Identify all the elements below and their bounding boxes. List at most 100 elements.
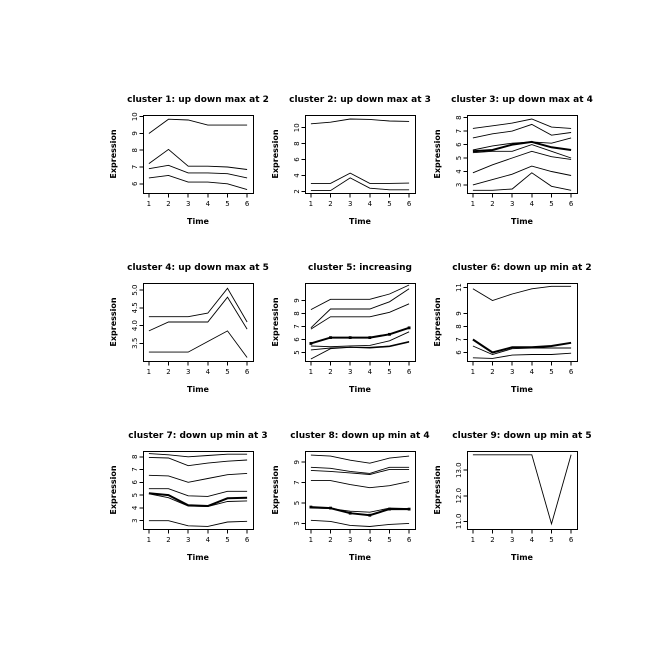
svg-text:1: 1	[471, 368, 475, 376]
svg-text:8: 8	[455, 115, 463, 119]
svg-text:3: 3	[510, 536, 514, 544]
cluster-6-xlabel: Time	[511, 385, 534, 394]
svg-text:9: 9	[293, 298, 301, 302]
svg-text:7: 7	[293, 480, 301, 484]
panel-cluster-5: cluster 5: increasing Time Expression 1 2…	[272, 253, 434, 421]
svg-text:5: 5	[549, 368, 553, 376]
svg-text:7: 7	[293, 324, 301, 328]
svg-text:3: 3	[186, 200, 190, 208]
svg-text:6: 6	[407, 368, 412, 376]
svg-text:7: 7	[455, 337, 463, 341]
cluster-8-ylabel: Expression	[272, 465, 280, 514]
svg-text:11: 11	[455, 283, 463, 292]
svg-text:5: 5	[293, 350, 301, 354]
svg-text:12.0: 12.0	[455, 488, 463, 504]
cluster-4-plot-area: 1 2 3 4 5 6 3.5 4.0 4.5 5.0	[131, 283, 254, 376]
cluster-2-plot-area: 1 2 3 4 5 6 2 4 6 8 10	[293, 115, 416, 208]
svg-text:5: 5	[549, 536, 553, 544]
svg-text:3: 3	[510, 200, 514, 208]
cluster-7-ylabel: Expression	[110, 465, 118, 514]
svg-text:11.0: 11.0	[455, 514, 463, 530]
svg-text:13.0: 13.0	[455, 462, 463, 478]
cluster-3-chart: cluster 3: up down max at 4 Time Express…	[434, 95, 593, 226]
panel-cluster-9: cluster 9: down up min at 5 Time Express…	[434, 421, 596, 589]
svg-text:6: 6	[245, 368, 250, 376]
svg-text:8: 8	[131, 148, 139, 152]
svg-text:5: 5	[225, 368, 229, 376]
svg-text:6: 6	[245, 536, 250, 544]
cluster-6-chart: cluster 6: down up min at 2 Time Express…	[434, 263, 592, 394]
svg-text:2: 2	[166, 536, 170, 544]
cluster-7-chart: cluster 7: down up min at 3 Time Express…	[110, 431, 268, 562]
cluster-8-plot-area: 1 2 3 4 5 6 3 5 7 9	[293, 451, 416, 544]
svg-text:5: 5	[293, 501, 301, 505]
svg-text:4.5: 4.5	[131, 302, 139, 313]
cluster-9-ylabel: Expression	[434, 465, 442, 514]
svg-text:6: 6	[569, 200, 574, 208]
svg-text:2: 2	[166, 368, 170, 376]
svg-text:2: 2	[293, 189, 301, 193]
svg-text:4: 4	[530, 200, 535, 208]
cluster-6-ylabel: Expression	[434, 297, 442, 346]
svg-text:9: 9	[131, 131, 139, 135]
svg-text:2: 2	[490, 200, 494, 208]
svg-text:3: 3	[293, 521, 301, 525]
cluster-1-chart: cluster 1: up down max at 2 Time Express…	[110, 95, 269, 226]
cluster-1-ylabel: Expression	[110, 129, 118, 178]
cluster-4-ylabel: Expression	[110, 297, 118, 346]
svg-text:4: 4	[206, 200, 211, 208]
svg-text:3: 3	[131, 518, 139, 522]
cluster-5-chart: cluster 5: increasing Time Expression 1 2…	[272, 263, 416, 394]
svg-text:8: 8	[293, 141, 301, 145]
cluster-5-title: cluster 5: increasing	[308, 263, 412, 273]
svg-text:4: 4	[293, 173, 301, 178]
svg-text:2: 2	[490, 368, 494, 376]
svg-text:3: 3	[186, 368, 190, 376]
panel-cluster-4: cluster 4: up down max at 5 Time Express…	[110, 253, 272, 421]
svg-text:2: 2	[166, 200, 170, 208]
cluster-4-xlabel: Time	[187, 385, 210, 394]
svg-text:5: 5	[387, 536, 391, 544]
svg-text:2: 2	[490, 536, 494, 544]
svg-text:5: 5	[455, 156, 463, 160]
svg-text:6: 6	[131, 480, 139, 485]
svg-text:1: 1	[471, 536, 475, 544]
svg-text:1: 1	[147, 200, 151, 208]
cluster-8-title: cluster 8: down up min at 4	[290, 431, 429, 441]
svg-text:1: 1	[471, 200, 475, 208]
svg-text:3: 3	[186, 536, 190, 544]
svg-text:5: 5	[387, 368, 391, 376]
svg-text:6: 6	[455, 350, 463, 355]
cluster-3-xlabel: Time	[511, 217, 534, 226]
svg-text:7: 7	[131, 165, 139, 169]
svg-text:4: 4	[368, 536, 373, 544]
cluster-8-xlabel: Time	[349, 553, 372, 562]
svg-text:6: 6	[245, 200, 250, 208]
cluster-2-chart: cluster 2: up down max at 3 Time Express…	[272, 95, 431, 226]
svg-text:2: 2	[328, 536, 332, 544]
svg-text:3: 3	[348, 200, 352, 208]
cluster-7-plot-area: 1 2 3 4 5 6 3 4 5 6 7 8	[131, 451, 254, 544]
cluster-8-chart: cluster 8: down up min at 4 Time Express…	[272, 431, 430, 562]
svg-text:1: 1	[147, 368, 151, 376]
cluster-9-xlabel: Time	[511, 553, 534, 562]
svg-text:6: 6	[569, 368, 574, 376]
cluster-6-title: cluster 6: down up min at 2	[452, 263, 591, 273]
svg-text:3: 3	[348, 368, 352, 376]
svg-text:4: 4	[368, 200, 373, 208]
cluster-3-plot-area: 1 2 3 4 5 6 3 4 5 6 7 8	[455, 115, 578, 208]
svg-text:4.0: 4.0	[131, 320, 139, 331]
svg-text:2: 2	[328, 200, 332, 208]
svg-text:4: 4	[455, 169, 463, 174]
cluster-5-xlabel: Time	[349, 385, 372, 394]
cluster-3-title: cluster 3: up down max at 4	[451, 95, 593, 105]
cluster-plot-grid: cluster 1: up down max at 2 Time Express…	[110, 85, 596, 589]
svg-text:2: 2	[328, 368, 332, 376]
cluster-4-title: cluster 4: up down max at 5	[127, 263, 269, 273]
svg-text:3: 3	[348, 536, 352, 544]
svg-text:6: 6	[407, 200, 412, 208]
svg-text:5: 5	[225, 200, 229, 208]
panel-cluster-8: cluster 8: down up min at 4 Time Express…	[272, 421, 434, 589]
cluster-9-title: cluster 9: down up min at 5	[452, 431, 591, 441]
